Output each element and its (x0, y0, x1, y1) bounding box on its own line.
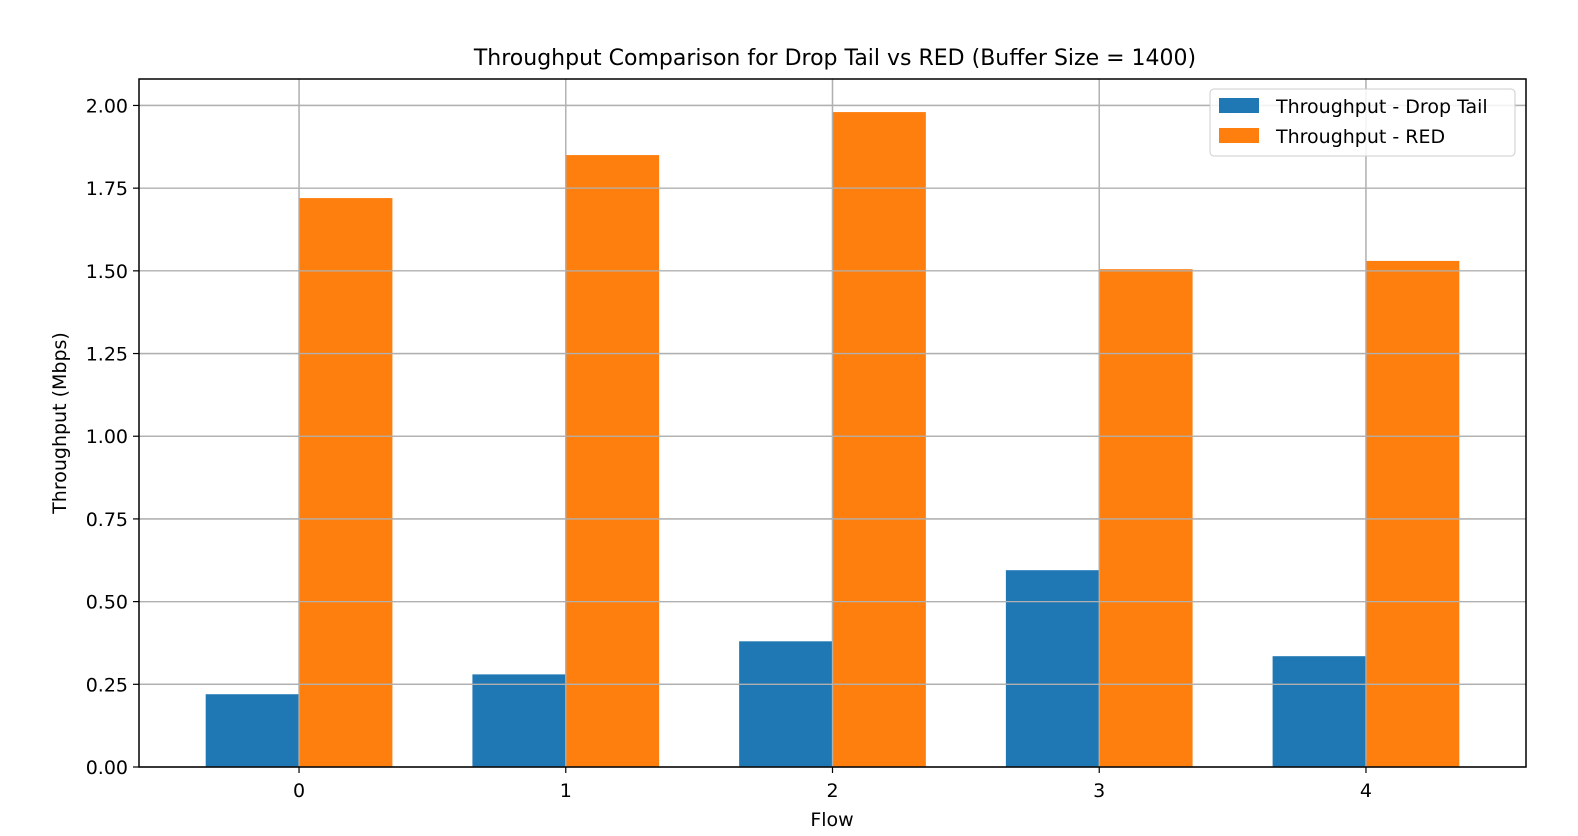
legend: Throughput - Drop Tail Throughput - RED (1209, 88, 1516, 157)
bar-red-flow-0 (299, 198, 393, 768)
bar-red-flow-2 (832, 112, 926, 768)
y-tick-label: 1.50 (86, 261, 128, 283)
x-tick-label: 0 (293, 780, 305, 802)
legend-label-red: Throughput - RED (1275, 126, 1445, 148)
y-tick-label: 0.25 (86, 674, 128, 696)
x-axis-ticks: 0 1 2 3 4 (293, 767, 1372, 802)
y-tick-label: 0.75 (86, 509, 128, 531)
x-tick-label: 1 (560, 780, 572, 802)
y-tick-label: 1.75 (86, 178, 128, 200)
y-axis-label: Throughput (Mbps) (49, 332, 71, 515)
y-tick-label: 0.00 (86, 757, 128, 779)
bars-group (139, 79, 1526, 768)
legend-box (1209, 88, 1516, 157)
bar-drop-tail-flow-4 (1272, 656, 1366, 767)
y-tick-label: 0.50 (86, 592, 128, 614)
x-tick-label: 3 (1093, 780, 1105, 802)
legend-swatch-drop-tail (1219, 98, 1259, 113)
bar-red-flow-1 (565, 155, 660, 768)
bar-drop-tail-flow-2 (739, 641, 833, 767)
bar-drop-tail-flow-3 (1005, 570, 1100, 767)
chart-title: Throughput Comparison for Drop Tail vs R… (473, 46, 1196, 71)
x-tick-label: 2 (826, 780, 838, 802)
bar-red-flow-4 (1365, 260, 1460, 767)
y-tick-label: 2.00 (86, 95, 128, 117)
x-axis-label: Flow (810, 809, 853, 831)
legend-swatch-red (1219, 128, 1259, 143)
x-tick-label: 4 (1360, 780, 1372, 802)
legend-label-drop-tail: Throughput - Drop Tail (1275, 96, 1488, 118)
y-tick-label: 1.25 (86, 344, 128, 366)
bar-drop-tail-flow-0 (205, 694, 300, 767)
bar-red-flow-3 (1099, 269, 1193, 767)
y-tick-label: 1.00 (86, 426, 128, 448)
y-axis-ticks: 0.00 0.25 0.50 0.75 1.00 1.25 1.50 1.75 2.00 (86, 95, 139, 779)
bar-drop-tail-flow-1 (472, 674, 566, 767)
